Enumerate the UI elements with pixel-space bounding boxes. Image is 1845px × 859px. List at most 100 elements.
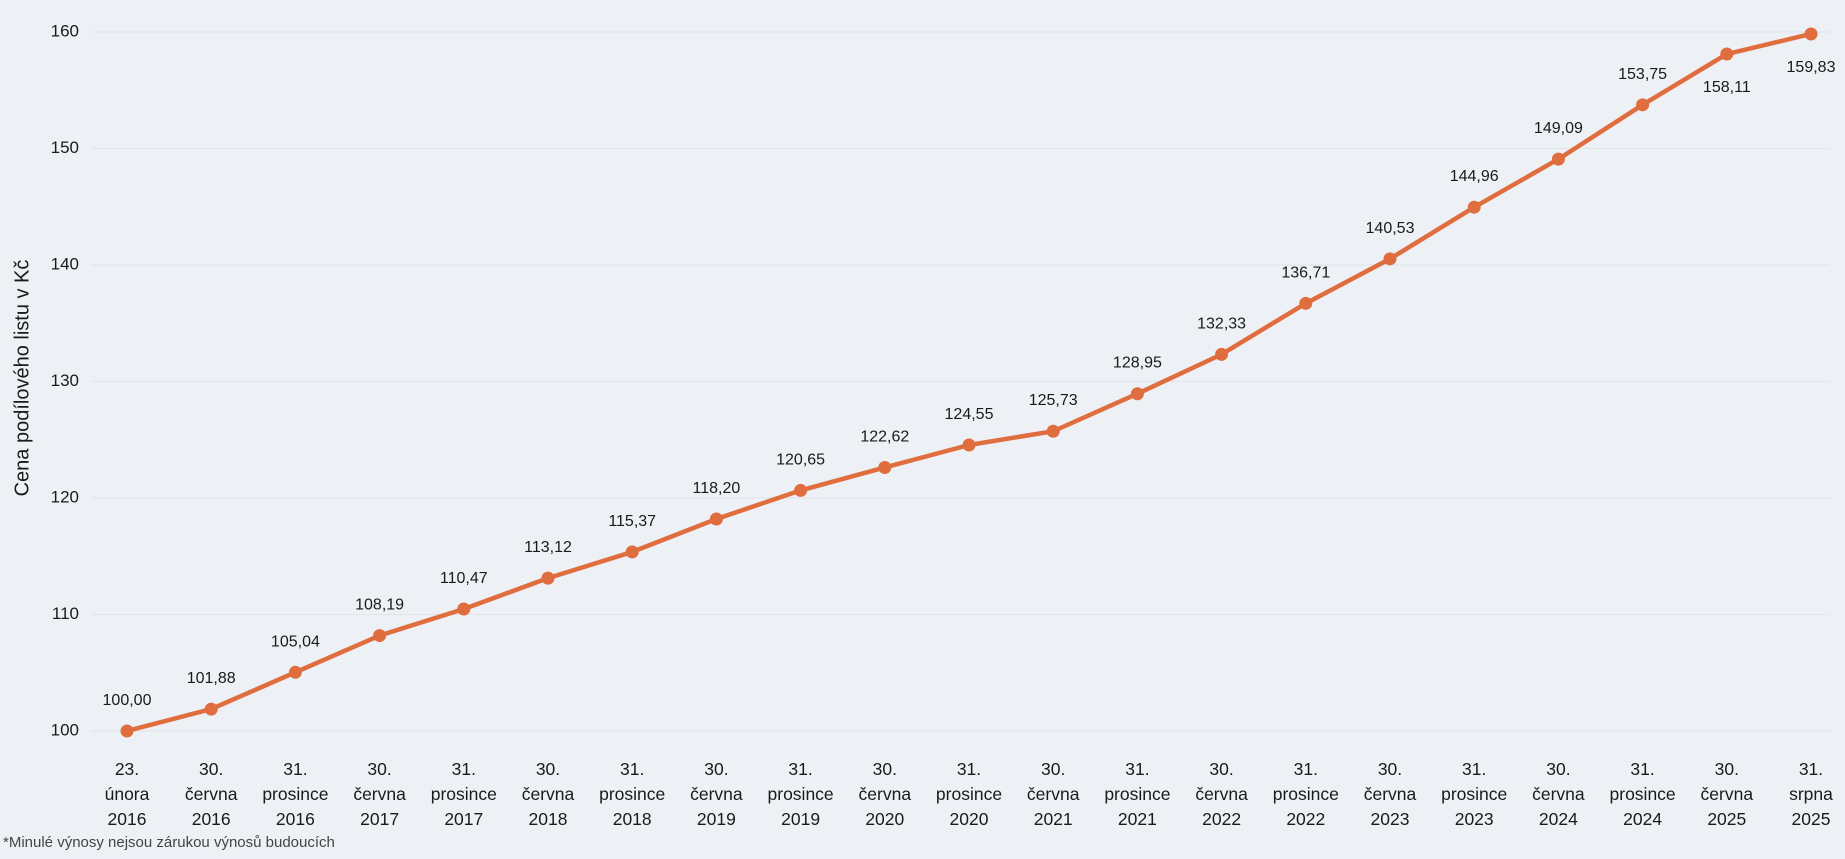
data-point bbox=[1299, 296, 1313, 310]
data-point bbox=[1215, 347, 1229, 361]
x-tick-label: 2016 bbox=[108, 809, 147, 829]
x-tick-label: června bbox=[1195, 784, 1248, 804]
y-axis-ticks: 100 110 120 130 140 150 160 bbox=[51, 21, 79, 739]
x-tick-label: 2019 bbox=[781, 809, 820, 829]
data-label: 153,75 bbox=[1618, 66, 1667, 83]
data-point bbox=[625, 545, 639, 559]
x-tick-label: 30. bbox=[1041, 759, 1065, 779]
y-tick-label: 120 bbox=[51, 487, 79, 506]
data-point bbox=[457, 602, 471, 616]
x-tick-label: 2025 bbox=[1707, 809, 1746, 829]
x-tick-label: 2021 bbox=[1034, 809, 1073, 829]
data-label: 113,12 bbox=[524, 539, 572, 556]
x-tick-label: 23. bbox=[115, 759, 139, 779]
x-tick-label: 31. bbox=[620, 759, 644, 779]
y-tick-label: 140 bbox=[51, 254, 79, 273]
x-tick-label: 30. bbox=[367, 759, 391, 779]
x-tick-label: 2023 bbox=[1371, 809, 1410, 829]
x-tick-label: 31. bbox=[957, 759, 981, 779]
y-tick-label: 160 bbox=[51, 21, 79, 40]
x-tick-label: června bbox=[690, 784, 743, 804]
x-tick-label: 30. bbox=[1546, 759, 1570, 779]
data-point bbox=[1804, 27, 1818, 41]
x-tick-label: 30. bbox=[199, 759, 223, 779]
data-point bbox=[1046, 424, 1060, 438]
data-point bbox=[1467, 200, 1481, 214]
x-tick-label: 2020 bbox=[950, 809, 989, 829]
x-tick-label: června bbox=[1027, 784, 1080, 804]
x-tick-label: 2017 bbox=[444, 809, 483, 829]
x-tick-label: 2016 bbox=[276, 809, 315, 829]
x-tick-label: 2024 bbox=[1623, 809, 1662, 829]
x-tick-label: 2022 bbox=[1202, 809, 1241, 829]
x-tick-label: 2023 bbox=[1455, 809, 1494, 829]
data-point bbox=[1551, 152, 1565, 166]
gridlines bbox=[92, 31, 1830, 732]
x-tick-label: 2019 bbox=[697, 809, 736, 829]
y-tick-label: 100 bbox=[51, 720, 79, 739]
y-tick-label: 110 bbox=[52, 604, 79, 623]
x-tick-label: 31. bbox=[1125, 759, 1149, 779]
x-tick-label: prosince bbox=[431, 784, 497, 804]
data-label: 115,37 bbox=[608, 513, 656, 530]
x-tick-label: června bbox=[185, 784, 238, 804]
x-tick-label: prosince bbox=[1273, 784, 1339, 804]
x-tick-label: 30. bbox=[1715, 759, 1739, 779]
data-label: 128,95 bbox=[1113, 355, 1162, 372]
x-tick-label: prosince bbox=[1104, 784, 1170, 804]
data-label: 125,73 bbox=[1029, 392, 1078, 409]
x-tick-label: června bbox=[1364, 784, 1417, 804]
x-tick-label: prosince bbox=[599, 784, 665, 804]
data-point bbox=[288, 665, 302, 679]
data-point bbox=[541, 571, 555, 585]
x-tick-label: 30. bbox=[704, 759, 728, 779]
data-label: 140,53 bbox=[1366, 220, 1415, 237]
x-tick-label: června bbox=[1701, 784, 1754, 804]
x-tick-label: 2025 bbox=[1792, 809, 1831, 829]
x-tick-label: 2018 bbox=[613, 809, 652, 829]
data-label: 132,33 bbox=[1197, 315, 1246, 332]
data-label: 158,11 bbox=[1703, 79, 1751, 96]
y-tick-label: 150 bbox=[51, 138, 79, 157]
data-label: 122,62 bbox=[860, 428, 909, 445]
x-tick-label: června bbox=[522, 784, 575, 804]
x-tick-label: prosince bbox=[936, 784, 1002, 804]
data-label: 149,09 bbox=[1534, 120, 1583, 137]
x-tick-label: 2020 bbox=[865, 809, 904, 829]
x-tick-label: 31. bbox=[283, 759, 307, 779]
x-tick-label: června bbox=[353, 784, 406, 804]
x-tick-label: června bbox=[1532, 784, 1585, 804]
x-tick-label: srpna bbox=[1789, 784, 1833, 804]
x-tick-label: 2016 bbox=[192, 809, 231, 829]
data-label: 108,19 bbox=[355, 597, 404, 614]
data-label: 144,96 bbox=[1450, 168, 1499, 185]
x-tick-label: 2024 bbox=[1539, 809, 1578, 829]
x-tick-label: 31. bbox=[452, 759, 476, 779]
data-point bbox=[709, 512, 723, 526]
data-label: 159,83 bbox=[1787, 59, 1836, 76]
data-labels: 100,00 101,88 105,04 108,19 110,47 113,12 115,… bbox=[103, 59, 1836, 709]
data-point bbox=[120, 724, 134, 738]
x-tick-label: 31. bbox=[788, 759, 812, 779]
x-tick-label: 30. bbox=[1209, 759, 1233, 779]
data-label: 105,04 bbox=[271, 633, 320, 650]
data-label: 101,88 bbox=[187, 670, 236, 687]
x-axis-ticks: 23. února 2016 30. června 2016 31. prosince 2016… bbox=[105, 759, 1834, 829]
y-axis-label: Cena podílového listu v Kč bbox=[11, 260, 33, 497]
x-tick-label: 31. bbox=[1462, 759, 1486, 779]
x-tick-label: prosince bbox=[768, 784, 834, 804]
data-point bbox=[204, 702, 218, 716]
x-tick-label: 31. bbox=[1799, 759, 1823, 779]
x-tick-label: 30. bbox=[1378, 759, 1402, 779]
data-point bbox=[1720, 47, 1734, 61]
x-tick-label: 2017 bbox=[360, 809, 399, 829]
x-tick-label: prosince bbox=[1610, 784, 1676, 804]
y-tick-label: 130 bbox=[51, 371, 79, 390]
data-point bbox=[962, 438, 976, 452]
data-points bbox=[120, 27, 1818, 738]
data-label: 136,71 bbox=[1281, 264, 1330, 281]
data-label: 120,65 bbox=[776, 451, 825, 468]
series-line bbox=[124, 31, 1814, 734]
x-tick-label: 30. bbox=[536, 759, 560, 779]
